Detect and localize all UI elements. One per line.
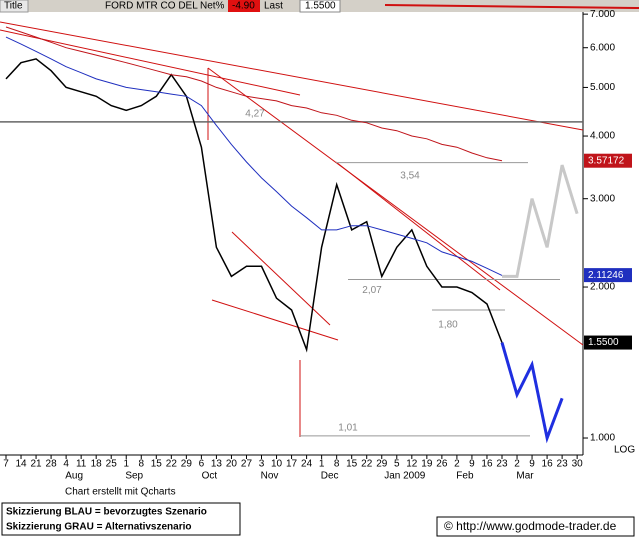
x-tick-label: 9 <box>529 459 535 470</box>
level-label: 4,27 <box>245 108 265 119</box>
trend-lines <box>0 4 639 437</box>
x-tick-label: 28 <box>46 459 58 470</box>
copyright-box <box>436 516 635 537</box>
x-tick-label: 19 <box>421 459 433 470</box>
end-value-label: 3.57172 <box>588 155 625 166</box>
symbol: FORD MTR CO DEL <box>105 1 198 12</box>
x-tick-label: 8 <box>334 459 340 470</box>
net-label: Net% <box>200 1 225 12</box>
level-label: 1,01 <box>338 422 358 433</box>
level-label: 2,07 <box>362 285 382 296</box>
x-tick-label: 15 <box>346 459 358 470</box>
end-value-label: 1.5500 <box>588 337 619 348</box>
x-tick-label: 18 <box>91 459 103 470</box>
y-tick-label: 6.000 <box>590 42 615 53</box>
end-value-label: 2.11246 <box>588 270 624 281</box>
x-tick-label: 14 <box>15 459 27 470</box>
x-tick-label: 5 <box>394 459 400 470</box>
x-tick-label: 2 <box>514 459 520 470</box>
credit: Chart erstellt mit Qcharts <box>65 487 176 498</box>
x-tick-label: 22 <box>166 459 178 470</box>
level-label: 3,54 <box>400 170 420 181</box>
end-value-box <box>584 335 632 350</box>
y-tick-label: 7.000 <box>590 9 615 20</box>
last-label: Last <box>264 1 283 12</box>
series-line <box>5 58 503 353</box>
copyright: © http://www.godmode-trader.de <box>444 519 617 533</box>
x-tick-label: 12 <box>406 459 418 470</box>
month-label: Aug <box>65 471 83 482</box>
x-tick-label: 11 <box>76 459 87 470</box>
month-label: Nov <box>261 471 279 482</box>
y-tick-label: 3.000 <box>590 193 615 204</box>
month-label: Jan 2009 <box>384 471 426 482</box>
x-tick-label: 1 <box>319 459 325 470</box>
legend-gray: Skizzierung GRAU = Alternativszenario <box>6 522 192 533</box>
x-tick-label: 23 <box>557 459 569 470</box>
series-line <box>5 36 503 276</box>
month-label: Dec <box>321 471 339 482</box>
x-tick-label: 16 <box>481 459 493 470</box>
series-line <box>5 26 503 162</box>
net-box <box>228 0 260 12</box>
last-box <box>299 0 341 13</box>
x-tick-label: 21 <box>30 459 42 470</box>
x-tick-label: 10 <box>271 459 283 470</box>
x-tick-label: 30 <box>572 459 584 470</box>
scale-label: LOG <box>614 445 635 456</box>
end-value-box <box>584 268 632 283</box>
y-tick-label: 4.000 <box>590 131 615 142</box>
last-value: 1.5500 <box>305 1 336 12</box>
net-value: -4.90 <box>232 1 255 12</box>
x-tick-label: 26 <box>436 459 448 470</box>
x-tick-label: 29 <box>376 459 388 470</box>
x-tick-label: 2 <box>454 459 460 470</box>
x-tick-label: 29 <box>181 459 193 470</box>
month-label: Mar <box>516 471 534 482</box>
x-tick-label: 13 <box>211 459 223 470</box>
x-tick-label: 16 <box>542 459 554 470</box>
x-tick-label: 7 <box>3 459 9 470</box>
series-line <box>500 342 564 444</box>
title-box <box>0 0 29 13</box>
x-tick-label: 4 <box>63 459 69 470</box>
legend-box <box>1 502 241 536</box>
x-tick-label: 20 <box>226 459 238 470</box>
month-label: Feb <box>456 471 474 482</box>
x-tick-label: 24 <box>301 459 313 470</box>
x-tick-label: 1 <box>123 459 129 470</box>
end-value-box <box>584 153 632 168</box>
x-tick-label: 23 <box>496 459 508 470</box>
x-tick-label: 9 <box>469 459 475 470</box>
x-tick-label: 6 <box>199 459 205 470</box>
y-tick-label: 2.000 <box>590 282 615 293</box>
x-tick-label: 25 <box>106 459 118 470</box>
x-tick-label: 15 <box>151 459 163 470</box>
month-label: Oct <box>202 471 218 482</box>
y-tick-label: 1.000 <box>590 433 615 444</box>
x-tick-label: 17 <box>286 459 298 470</box>
title: Title <box>4 1 23 12</box>
x-tick-label: 22 <box>361 459 373 470</box>
y-tick-label: 5.000 <box>590 82 615 93</box>
level-label: 1,80 <box>438 320 458 331</box>
legend-blue: Skizzierung BLAU = bevorzugtes Szenario <box>6 507 207 518</box>
x-tick-label: 8 <box>138 459 144 470</box>
month-label: Sep <box>125 471 143 482</box>
x-tick-label: 3 <box>259 459 265 470</box>
x-tick-label: 27 <box>241 459 253 470</box>
series-line <box>502 164 579 278</box>
